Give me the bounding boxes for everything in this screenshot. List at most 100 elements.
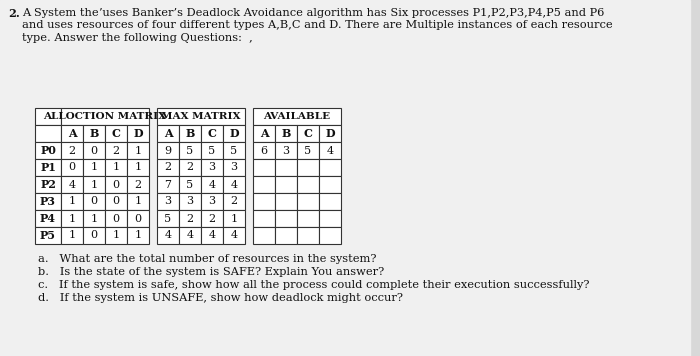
Bar	[127, 159, 149, 176]
Text: 0: 0	[113, 179, 120, 189]
Text: A System theʼuses Banker’s Deadlock Avoidance algorithm has Six processes P1,P2,: A System theʼuses Banker’s Deadlock Avoi…	[22, 8, 604, 18]
Bar	[61, 193, 83, 210]
Text: B: B	[186, 128, 195, 139]
Bar	[61, 227, 83, 244]
Text: 3: 3	[186, 197, 194, 206]
Text: 4: 4	[164, 230, 172, 241]
Bar	[201, 176, 223, 193]
Text: B: B	[90, 128, 99, 139]
Text: type. Answer the following Questions:  ,: type. Answer the following Questions: ,	[22, 33, 253, 43]
Bar	[319, 176, 341, 193]
Text: 4: 4	[69, 179, 76, 189]
Bar	[253, 108, 341, 125]
Bar	[297, 142, 319, 159]
Bar	[253, 159, 275, 176]
Text: 1: 1	[134, 146, 141, 156]
Bar	[127, 125, 149, 142]
Bar	[127, 210, 149, 227]
Text: P1: P1	[40, 162, 56, 173]
Bar	[201, 210, 223, 227]
Bar	[253, 227, 275, 244]
Bar	[179, 227, 201, 244]
Bar	[105, 125, 127, 142]
Text: B: B	[281, 128, 290, 139]
Bar	[223, 227, 245, 244]
Text: 5: 5	[164, 214, 172, 224]
Text: 0: 0	[90, 230, 97, 241]
Bar	[275, 159, 297, 176]
Text: A: A	[68, 128, 76, 139]
Bar	[127, 176, 149, 193]
Bar	[275, 227, 297, 244]
Bar	[35, 142, 61, 159]
Text: d.   If the system is UNSAFE, show how deadlock might occur?: d. If the system is UNSAFE, show how dea…	[38, 293, 403, 303]
Bar	[297, 176, 319, 193]
Text: 2: 2	[113, 146, 120, 156]
Text: 9: 9	[164, 146, 172, 156]
Bar	[179, 193, 201, 210]
Bar	[201, 125, 223, 142]
Text: 2.: 2.	[8, 8, 20, 19]
Text: 2: 2	[186, 214, 194, 224]
Text: C: C	[111, 128, 120, 139]
Text: ALLOCTION MATRIX: ALLOCTION MATRIX	[43, 112, 167, 121]
Bar	[319, 159, 341, 176]
Bar	[61, 176, 83, 193]
Text: 1: 1	[69, 230, 76, 241]
Text: 3: 3	[282, 146, 290, 156]
Bar	[275, 193, 297, 210]
Text: 2: 2	[134, 179, 141, 189]
Text: 2: 2	[186, 162, 194, 173]
Text: P2: P2	[40, 179, 56, 190]
Bar	[201, 159, 223, 176]
Bar	[253, 125, 275, 142]
Bar	[105, 227, 127, 244]
Bar	[105, 176, 127, 193]
Bar	[105, 193, 127, 210]
Bar	[35, 108, 61, 125]
Text: P3: P3	[40, 196, 56, 207]
Text: 1: 1	[113, 162, 120, 173]
Bar	[35, 159, 61, 176]
Bar	[179, 176, 201, 193]
Bar	[319, 210, 341, 227]
Text: 2: 2	[69, 146, 76, 156]
Text: 0: 0	[113, 197, 120, 206]
Bar	[35, 193, 61, 210]
Bar	[297, 159, 319, 176]
Text: 5: 5	[304, 146, 312, 156]
Bar	[127, 193, 149, 210]
Text: C: C	[208, 128, 216, 139]
Bar	[157, 159, 179, 176]
Text: C: C	[304, 128, 312, 139]
Bar	[297, 125, 319, 142]
Bar	[179, 125, 201, 142]
Text: P4: P4	[40, 213, 56, 224]
Bar	[179, 142, 201, 159]
Text: P5: P5	[40, 230, 56, 241]
Text: a.   What are the total number of resources in the system?: a. What are the total number of resource…	[38, 254, 377, 264]
Text: 4: 4	[209, 179, 216, 189]
Bar	[319, 125, 341, 142]
Bar	[275, 125, 297, 142]
Bar	[201, 227, 223, 244]
Text: 5: 5	[230, 146, 237, 156]
Text: D: D	[229, 128, 239, 139]
Bar	[157, 193, 179, 210]
Text: 0: 0	[134, 214, 141, 224]
Bar	[83, 142, 105, 159]
Text: 1: 1	[69, 214, 76, 224]
Text: 0: 0	[90, 146, 97, 156]
Bar	[319, 193, 341, 210]
Bar	[83, 227, 105, 244]
Bar	[275, 142, 297, 159]
Bar	[179, 210, 201, 227]
Text: P0: P0	[40, 145, 56, 156]
Text: A: A	[164, 128, 172, 139]
Text: 5: 5	[186, 146, 194, 156]
Text: c.   If the system is safe, show how all the process could complete their execut: c. If the system is safe, show how all t…	[38, 280, 589, 290]
Bar	[157, 227, 179, 244]
Bar	[61, 108, 149, 125]
Text: 4: 4	[230, 179, 237, 189]
Bar	[319, 227, 341, 244]
